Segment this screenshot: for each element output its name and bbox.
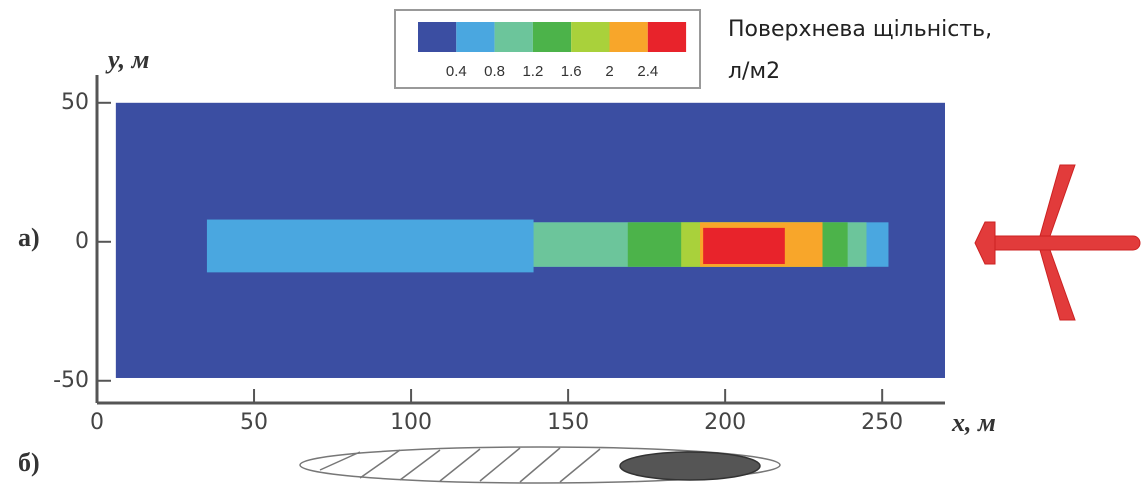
x-tick-label: 0 [90, 410, 104, 435]
colorbar-cell [647, 22, 687, 52]
colorbar-cell [609, 22, 648, 52]
x-tick-label: 100 [390, 410, 432, 435]
colorbar-tick-label: 0.8 [484, 63, 505, 80]
panel-label: б) [18, 448, 40, 477]
colorbar-tick-label: 2.4 [637, 63, 658, 80]
y-tick-label: 50 [61, 90, 89, 115]
contour-zone [206, 219, 534, 273]
colorbar-cell [456, 22, 495, 52]
colorbar-cell [571, 22, 610, 52]
x-tick-label: 150 [547, 410, 589, 435]
colorbar-title: л/м2 [728, 59, 780, 84]
x-tick-label: 250 [861, 410, 903, 435]
x-tick-label: 200 [704, 410, 746, 435]
colorbar-tick-label: 1.6 [561, 63, 582, 80]
colorbar-cell [418, 22, 457, 52]
x-axis-title: x, м [951, 408, 996, 437]
y-tick-label: 0 [75, 229, 89, 254]
x-tick-label: 50 [240, 410, 268, 435]
y-axis-title: y, м [105, 45, 149, 74]
contour-zone [703, 227, 785, 265]
colorbar-title: Поверхнева щільність, [728, 17, 992, 42]
panel-label: а) [18, 223, 40, 252]
colorbar-tick-label: 1.2 [522, 63, 543, 80]
colorbar-tick-label: 0.4 [446, 63, 467, 80]
colorbar-tick-label: 2 [605, 63, 613, 80]
hatched-sketch [299, 446, 781, 484]
colorbar-cell [532, 22, 572, 52]
airplane-icon [974, 164, 1141, 321]
colorbar-cell [494, 22, 533, 52]
y-tick-label: -50 [53, 368, 89, 393]
